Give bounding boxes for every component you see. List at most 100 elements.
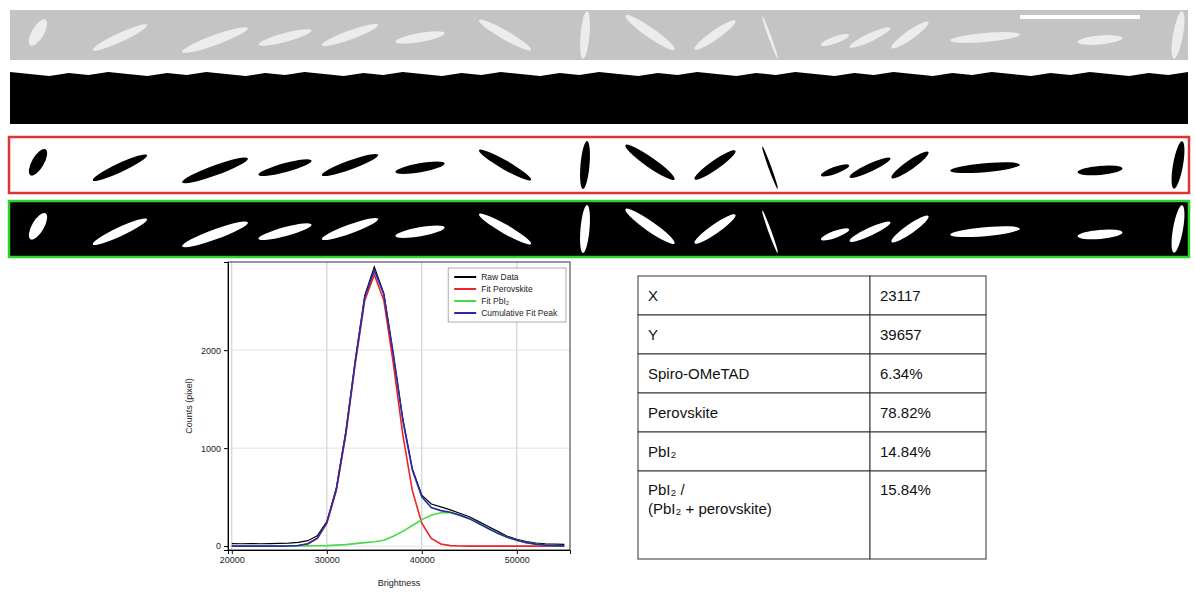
series-line	[232, 275, 565, 546]
tick: 1000	[201, 444, 228, 454]
crystal-needle	[477, 16, 533, 54]
tick-label: 50000	[505, 555, 530, 565]
strip-border	[9, 201, 1189, 257]
crystal-needle	[820, 32, 851, 49]
crystal-needle	[1169, 140, 1187, 189]
mask-top-edge	[10, 66, 1188, 76]
crystal-needle	[395, 223, 446, 241]
strip-background	[10, 66, 1188, 124]
table-cell	[638, 393, 870, 432]
table-cell	[638, 432, 870, 471]
crystal-needle	[477, 210, 533, 248]
crystal-needle	[1077, 164, 1123, 177]
row-label: PbI₂ /(PbI₂ + perovskite)	[648, 481, 772, 517]
row-label: Y	[648, 326, 658, 343]
crystal-needle	[180, 218, 249, 251]
crystal-needle	[1169, 10, 1187, 59]
crystal-needle	[848, 219, 892, 245]
tick-label: 30000	[315, 555, 340, 565]
grid-line-y	[228, 350, 570, 351]
row-value: 14.84%	[880, 443, 931, 460]
legend: Raw Data Fit Perovskite Fit PbI₂ Cumulative…	[448, 268, 566, 322]
tick: 50000	[505, 550, 530, 565]
crystal-needle	[257, 220, 312, 243]
crystal-needle	[692, 17, 738, 53]
crystal-needle	[578, 11, 591, 60]
series-line	[232, 270, 565, 546]
table-cell	[870, 471, 986, 559]
tick-label: 1000	[201, 444, 221, 454]
strip-background	[10, 10, 1188, 60]
legend-label: Raw Data	[481, 272, 519, 282]
scale-bar	[1020, 15, 1140, 19]
row-label: X	[648, 287, 658, 304]
grid-line-x	[326, 262, 327, 550]
table-cell	[870, 432, 986, 471]
strip-background	[10, 202, 1188, 256]
row-value: 39657	[880, 326, 922, 343]
tick-mark	[517, 550, 518, 554]
legend-swatch	[454, 276, 476, 278]
crystal-needle	[25, 17, 50, 49]
crystal-needle	[91, 215, 149, 249]
crystal-needle	[950, 30, 1021, 45]
crystal-needle	[761, 16, 779, 59]
crystal-needle	[820, 226, 851, 243]
table-cell	[870, 354, 986, 393]
row-value: 6.34%	[880, 365, 923, 382]
micrograph-strip	[9, 137, 1189, 193]
crystal-needle	[623, 141, 678, 184]
grid	[228, 262, 570, 550]
legend-swatch	[454, 312, 476, 314]
crystal-needle	[761, 210, 779, 253]
tick-mark	[224, 546, 228, 547]
series-line	[232, 513, 565, 546]
tick: 20000	[220, 550, 245, 565]
micrograph-strip	[10, 10, 1188, 60]
axis-line	[229, 551, 571, 555]
x-axis: 20000300004000050000	[220, 550, 571, 565]
row-value: 15.84%	[880, 481, 931, 498]
table-cell	[638, 354, 870, 393]
crystal-needle	[950, 160, 1021, 175]
legend-label: Cumulative Fit Peak	[481, 308, 558, 318]
crystal-needle	[1077, 34, 1123, 47]
crystal-needle	[180, 154, 249, 187]
legend-label: Fit Perovskite	[481, 284, 533, 294]
crystal-needle	[477, 146, 533, 184]
crystal-needle	[623, 11, 678, 54]
crystal-needle	[320, 151, 379, 180]
tick-label: 0	[216, 541, 221, 551]
legend-label: Fit PbI₂	[481, 296, 509, 306]
histogram-chart: 20000300004000050000010002000BrightnessC…	[184, 262, 571, 588]
row-value: 78.82%	[880, 404, 931, 421]
crystal-needle	[578, 141, 591, 190]
table-cell	[870, 276, 986, 315]
crystal-needle	[1169, 204, 1187, 253]
axis-line	[224, 263, 229, 551]
crystal-needle	[320, 215, 379, 244]
crystal-needle	[761, 146, 779, 189]
tick: 2000	[201, 346, 228, 356]
tick-mark	[224, 448, 228, 449]
table-cell	[870, 393, 986, 432]
row-label: PbI₂	[648, 443, 677, 460]
row-value: 23117	[880, 287, 921, 304]
y-axis-title: Counts (pixel)	[184, 378, 194, 434]
series-line	[232, 267, 565, 544]
crystal-needle	[257, 156, 312, 179]
crystal-needle	[1077, 228, 1123, 241]
y-axis: 0 1000 2000	[201, 263, 229, 552]
crystal-needle	[395, 159, 446, 177]
strip-background	[10, 138, 1188, 192]
crystal-needle	[889, 148, 931, 181]
micrograph-strip	[9, 201, 1189, 257]
grid-line-x	[421, 262, 422, 550]
grid-line-y	[228, 448, 570, 449]
crystal-needle	[257, 26, 312, 49]
mask-strip	[10, 66, 1188, 124]
crystal-needle	[848, 155, 892, 181]
results-table: X23117Y39657Spiro-OMeTAD6.34%Perovskite7…	[638, 276, 986, 559]
crystal-needle	[692, 147, 738, 183]
tick-label: 2000	[201, 346, 221, 356]
